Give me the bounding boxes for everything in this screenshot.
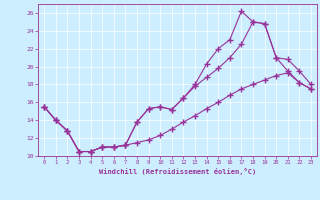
X-axis label: Windchill (Refroidissement éolien,°C): Windchill (Refroidissement éolien,°C) bbox=[99, 168, 256, 175]
